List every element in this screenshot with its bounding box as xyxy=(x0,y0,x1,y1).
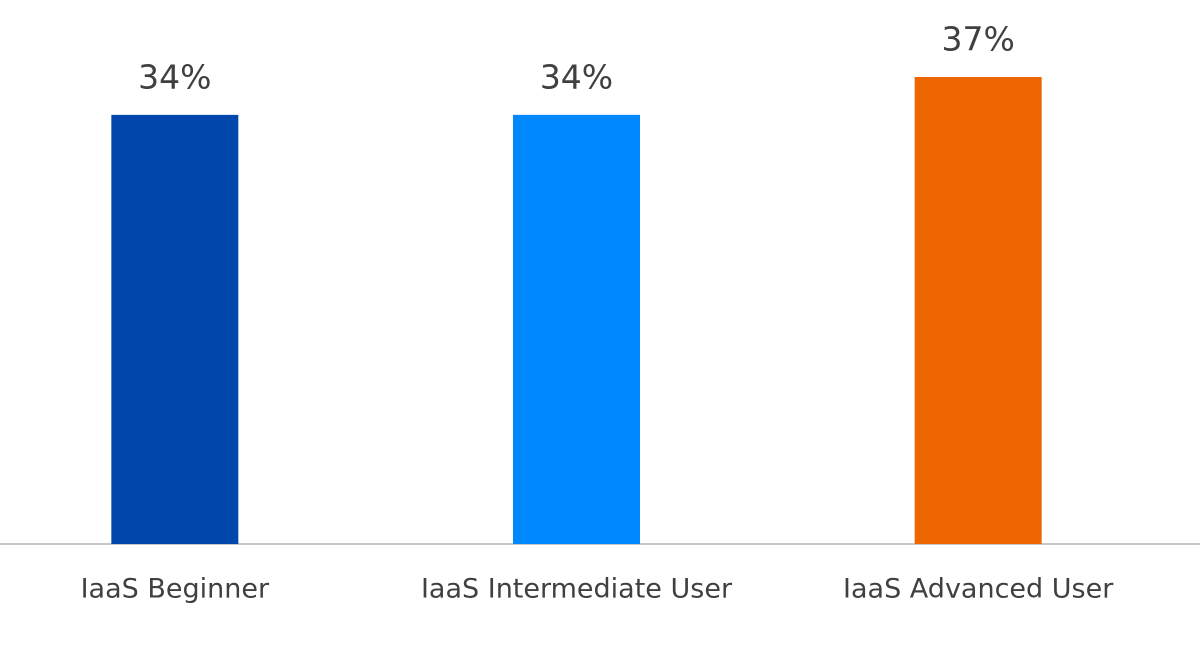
x-tick-label: IaaS Intermediate User xyxy=(421,574,733,605)
bar xyxy=(513,114,640,544)
data-label: 37% xyxy=(941,20,1014,59)
x-tick-label: IaaS Advanced User xyxy=(843,574,1114,605)
data-label: 34% xyxy=(138,57,211,96)
data-label: 34% xyxy=(540,57,613,96)
bar xyxy=(111,114,239,544)
x-tick-label: IaaS Beginner xyxy=(81,574,270,605)
bar xyxy=(914,77,1042,544)
